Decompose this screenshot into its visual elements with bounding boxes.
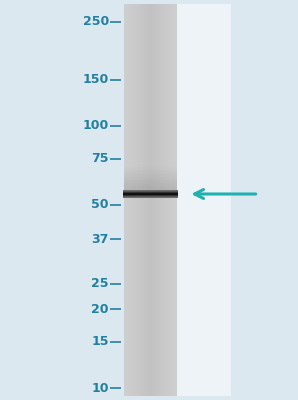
Bar [177, 4, 295, 396]
Bar [149, 4, 150, 396]
Text: 50: 50 [91, 198, 109, 211]
Bar [124, 180, 177, 181]
Bar [160, 4, 161, 396]
Bar [231, 4, 295, 396]
Bar [128, 4, 129, 396]
Text: 150: 150 [83, 73, 109, 86]
Bar [124, 187, 177, 188]
Bar [136, 4, 137, 396]
Bar [131, 4, 132, 396]
Bar [124, 4, 125, 396]
Text: 37: 37 [91, 233, 109, 246]
Bar [125, 4, 126, 396]
Bar [124, 169, 177, 170]
Bar [132, 4, 133, 396]
Bar [3, 4, 124, 396]
Text: 75: 75 [91, 152, 109, 165]
Bar [124, 181, 177, 182]
Bar [171, 4, 172, 396]
Bar [151, 4, 152, 396]
Text: 10: 10 [91, 382, 109, 395]
Bar [124, 171, 177, 172]
Bar [170, 4, 171, 396]
Bar [137, 4, 138, 396]
Bar [134, 4, 135, 396]
Bar [159, 4, 160, 396]
Bar [135, 4, 136, 396]
Bar [156, 4, 157, 396]
Bar [146, 4, 147, 396]
Bar [164, 4, 165, 396]
Bar [142, 4, 143, 396]
Bar [139, 4, 140, 396]
Bar [124, 167, 177, 168]
Bar [173, 4, 174, 396]
Bar [147, 4, 148, 396]
Bar [138, 4, 139, 396]
Bar [157, 4, 158, 396]
Bar [153, 4, 154, 396]
Bar [124, 178, 177, 179]
Bar [172, 4, 173, 396]
Bar [124, 176, 177, 177]
Bar [140, 4, 141, 396]
Bar [124, 172, 177, 173]
Bar [124, 182, 177, 183]
Bar [175, 4, 176, 396]
Bar [163, 4, 164, 396]
Bar [124, 188, 177, 189]
Text: 250: 250 [83, 15, 109, 28]
Bar [124, 186, 177, 187]
Bar [162, 4, 163, 396]
Bar [124, 174, 177, 175]
Bar [124, 183, 177, 184]
Bar [152, 4, 153, 396]
Bar [124, 185, 177, 186]
Text: 25: 25 [91, 277, 109, 290]
Bar [124, 173, 177, 174]
Bar [127, 4, 128, 396]
Bar [124, 189, 177, 190]
Bar [165, 4, 166, 396]
Bar [174, 4, 175, 396]
Bar [143, 4, 144, 396]
Bar [150, 4, 151, 396]
Bar [166, 4, 167, 396]
Text: 20: 20 [91, 303, 109, 316]
Bar [167, 4, 168, 396]
Bar [158, 4, 159, 396]
Bar [124, 170, 177, 171]
Bar [126, 4, 127, 396]
Bar [130, 4, 131, 396]
Bar [124, 179, 177, 180]
Bar [124, 175, 177, 176]
Bar [169, 4, 170, 396]
Bar [133, 4, 134, 396]
Bar [141, 4, 142, 396]
Bar [155, 4, 156, 396]
Bar [124, 177, 177, 178]
Bar [148, 4, 149, 396]
Bar [144, 4, 145, 396]
Bar [124, 168, 177, 169]
Bar [124, 184, 177, 185]
Text: 100: 100 [83, 120, 109, 132]
Bar [161, 4, 162, 396]
Bar [168, 4, 169, 396]
Bar [124, 166, 177, 167]
Bar [129, 4, 130, 396]
Text: 15: 15 [91, 336, 109, 348]
Bar [145, 4, 146, 396]
Bar [154, 4, 155, 396]
Bar [176, 4, 177, 396]
